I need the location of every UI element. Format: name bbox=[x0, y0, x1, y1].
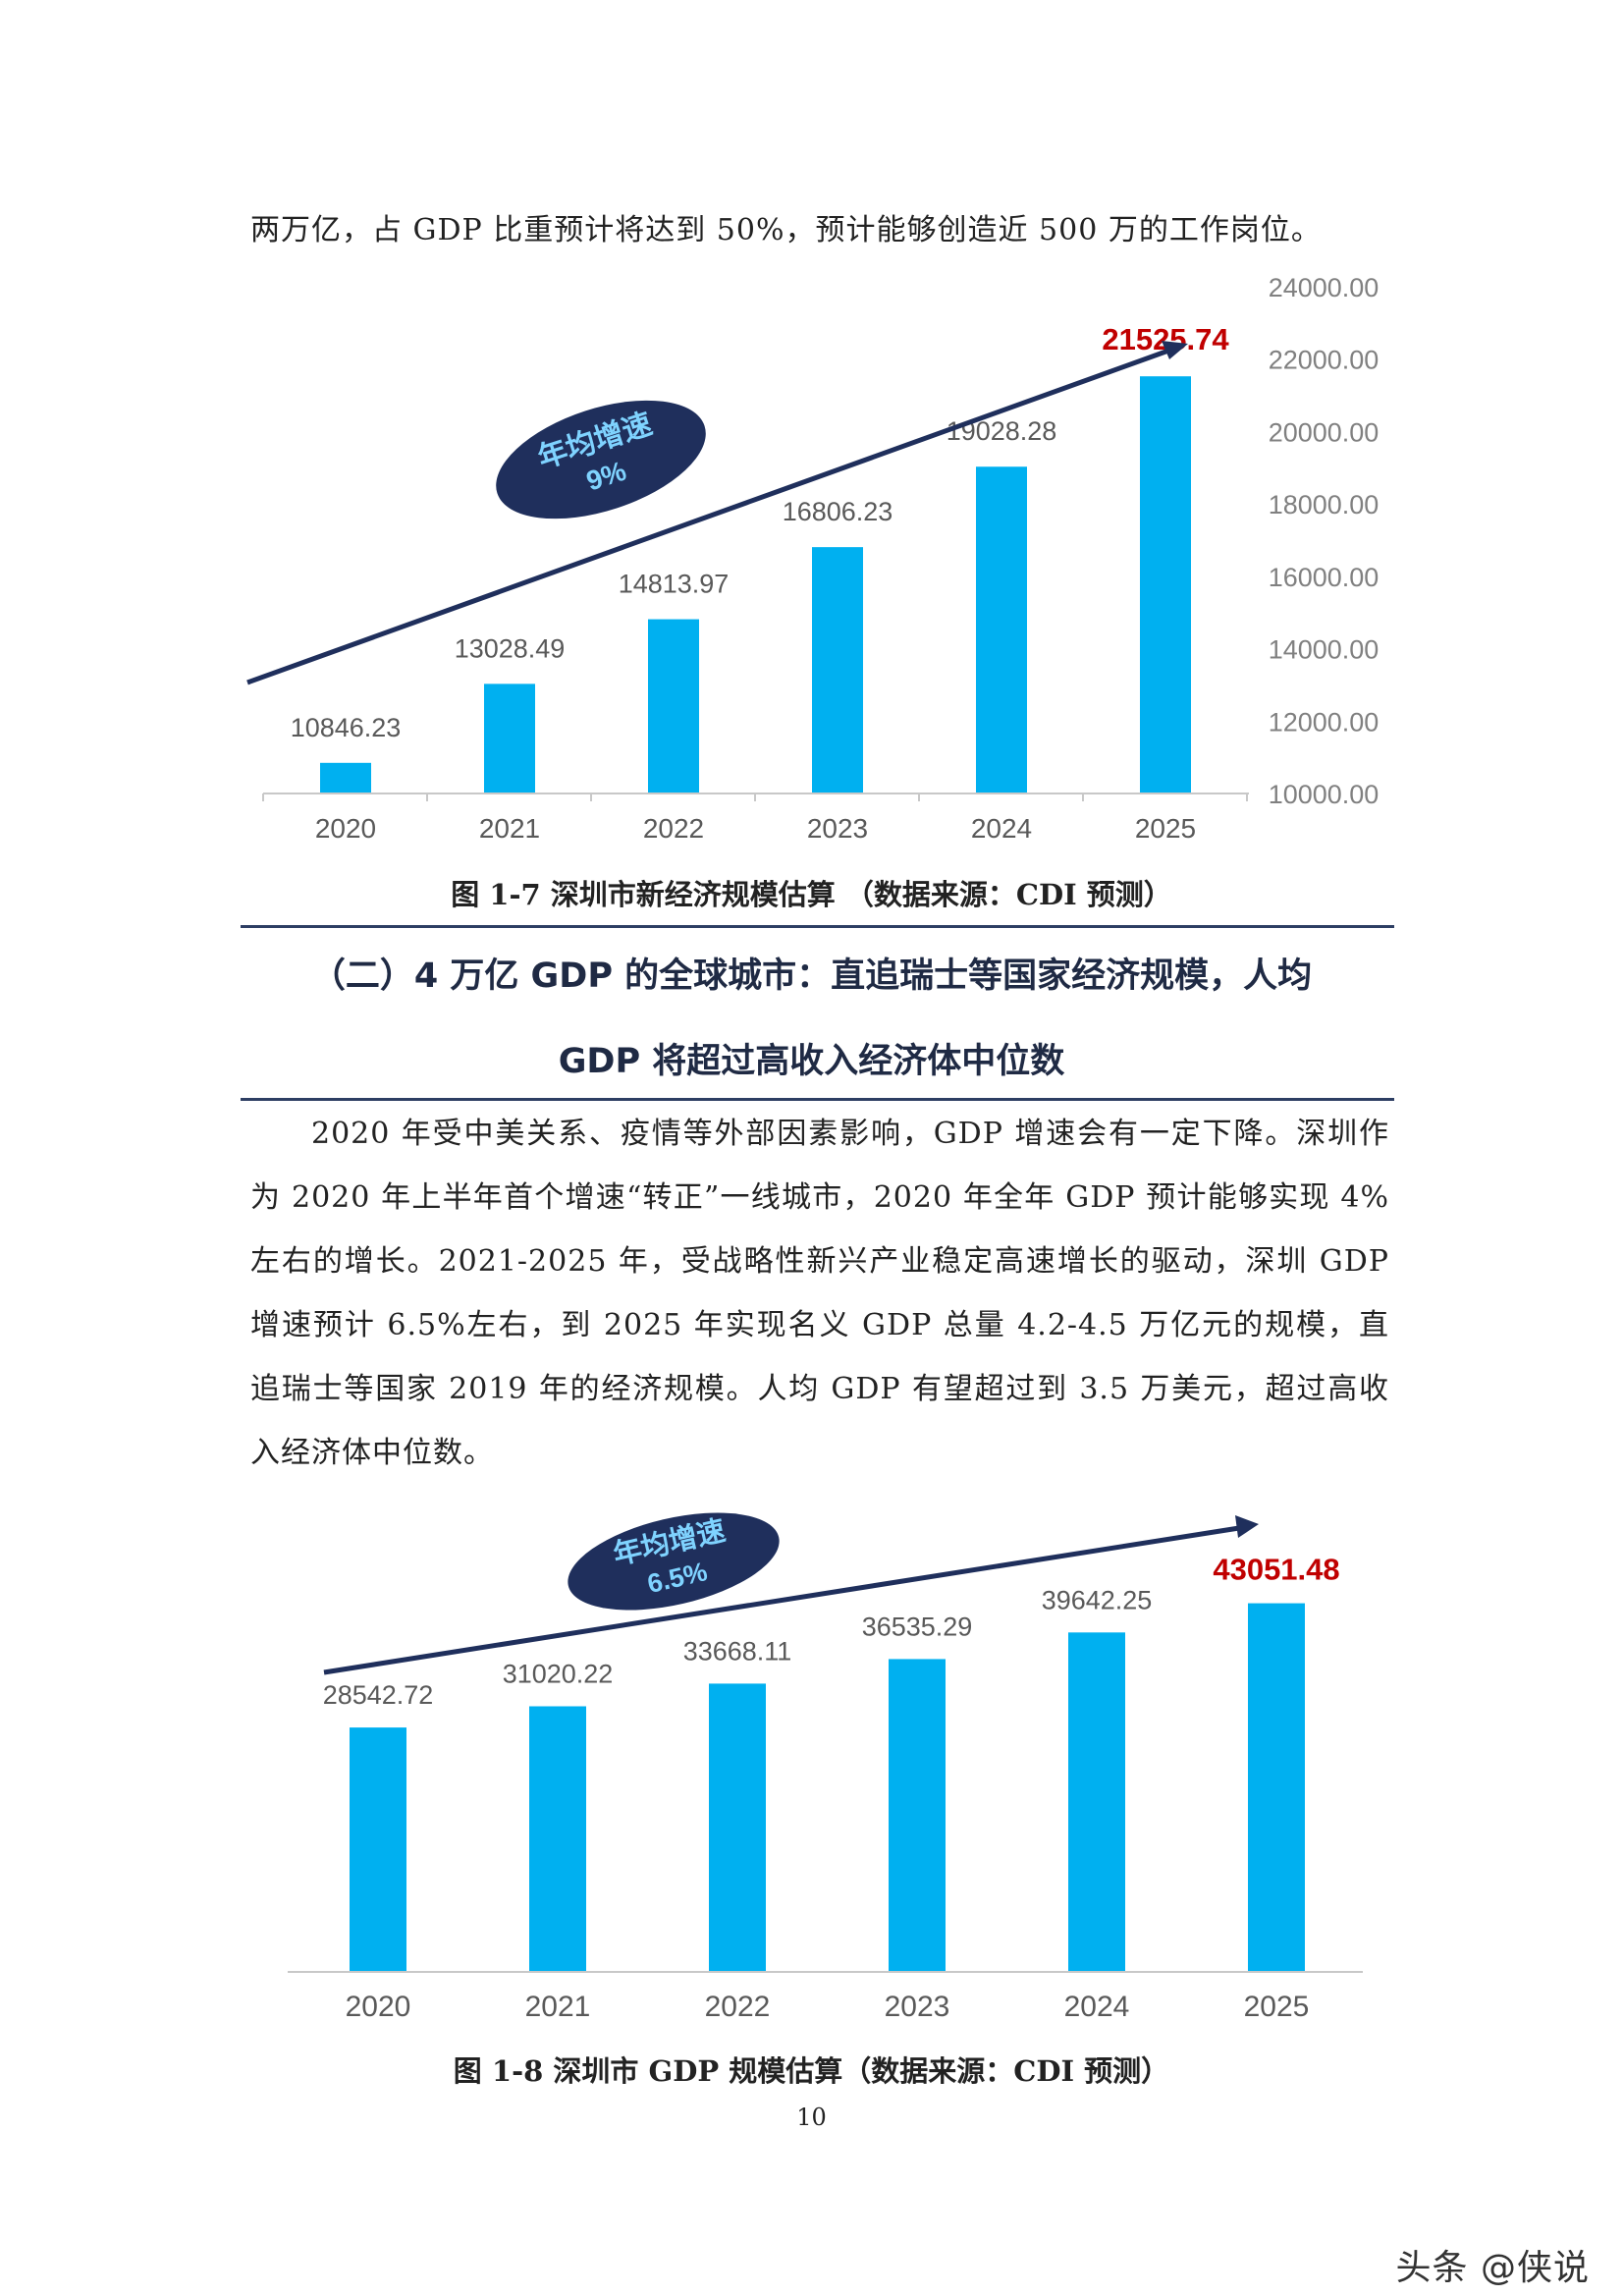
chart1-axis bbox=[262, 793, 1249, 801]
chart1-y-tick-labels: 10000.00 12000.00 14000.00 16000.00 18000.00… bbox=[1269, 273, 1380, 809]
chart1-value-label-2020: 10846.23 bbox=[291, 713, 402, 742]
chart2-bar-2025 bbox=[1248, 1603, 1305, 1972]
chart2-bar-2024 bbox=[1068, 1632, 1125, 1972]
figure-caption-2: 图 1-8 深圳市 GDP 规模估算（数据来源：CDI 预测） bbox=[453, 2054, 1170, 2088]
chart1-bar-2020 bbox=[320, 762, 371, 793]
chart1-y-tick-label: 10000.00 bbox=[1269, 780, 1380, 809]
chart2-category-label-2021: 2021 bbox=[525, 1991, 591, 2023]
chart1-category-label-2023: 2023 bbox=[807, 813, 868, 844]
chart1-value-label-2021: 13028.49 bbox=[455, 633, 566, 663]
chart1-y-tick-label: 20000.00 bbox=[1269, 417, 1380, 447]
chart2-category-label-2023: 2023 bbox=[885, 1991, 950, 2023]
chart1-bar-2022 bbox=[648, 619, 699, 793]
heading-rule-top bbox=[241, 925, 1394, 928]
chart1-y-tick-label: 14000.00 bbox=[1269, 635, 1380, 665]
chart2-value-label-2021: 31020.22 bbox=[503, 1660, 614, 1689]
paragraph-main: 2020 年受中美关系、疫情等外部因素影响，GDP 增速会有一定下降。深圳作为 … bbox=[250, 1117, 1389, 1470]
chart2-bar-2020 bbox=[350, 1727, 406, 1972]
chart2-value-label-2024: 39642.25 bbox=[1042, 1585, 1153, 1614]
growth-badge-1: 年均增速 9% bbox=[496, 400, 706, 519]
chart1-y-tick-label: 12000.00 bbox=[1269, 707, 1380, 737]
chart2-bar-2022 bbox=[709, 1683, 766, 1972]
chart1-category-label-2025: 2025 bbox=[1135, 813, 1196, 844]
growth-badge-2: 年均增速 6.5% bbox=[568, 1512, 780, 1611]
chart1-bar-2024 bbox=[976, 466, 1027, 793]
chart1-bar-2021 bbox=[484, 683, 535, 793]
section-heading-line2: GDP 将超过高收入经济体中位数 bbox=[558, 1042, 1065, 1081]
chart2-category-label-2025: 2025 bbox=[1244, 1991, 1310, 2023]
heading-rule-bottom bbox=[241, 1098, 1394, 1101]
chart1-value-label-2023: 16806.23 bbox=[783, 497, 893, 526]
trend-arrow-2 bbox=[323, 1515, 1259, 1675]
chart2-value-label-2023: 36535.29 bbox=[862, 1612, 973, 1641]
chart1-category-label-2021: 2021 bbox=[479, 813, 540, 844]
chart1-value-label-2022: 14813.97 bbox=[619, 570, 730, 599]
chart1-category-label-2020: 2020 bbox=[315, 813, 376, 844]
chart1-bars bbox=[320, 376, 1191, 793]
chart2-bar-2021 bbox=[529, 1706, 586, 1972]
chart2-bar-2023 bbox=[889, 1659, 946, 1972]
chart2-value-label-2022: 33668.11 bbox=[683, 1636, 792, 1666]
page-number: 10 bbox=[796, 2104, 827, 2131]
chart1-category-labels: 2020 2021 2022 2023 2024 2025 bbox=[315, 813, 1196, 844]
chart-gdp: 28542.72 31020.22 33668.11 36535.29 39642.25… bbox=[288, 1512, 1363, 2023]
chart1-y-tick-label: 18000.00 bbox=[1269, 490, 1380, 519]
chart1-y-tick-label: 22000.00 bbox=[1269, 346, 1380, 375]
chart1-category-label-2024: 2024 bbox=[971, 813, 1032, 844]
chart2-category-labels: 2020 2021 2022 2023 2024 2025 bbox=[346, 1991, 1310, 2023]
chart1-value-labels: 10846.2313028.4914813.9716806.2319028.28… bbox=[291, 322, 1230, 742]
chart2-value-labels: 28542.72 31020.22 33668.11 36535.29 39642.25… bbox=[323, 1553, 1340, 1711]
trend-arrow-1 bbox=[246, 341, 1188, 685]
chart2-value-label-2025: 43051.48 bbox=[1213, 1553, 1339, 1587]
chart2-value-label-2020: 28542.72 bbox=[323, 1680, 434, 1710]
chart-new-economy: 10000.00 12000.00 14000.00 16000.00 18000.00… bbox=[246, 273, 1380, 844]
chart2-bars bbox=[350, 1603, 1305, 1972]
chart1-bar-2023 bbox=[812, 547, 863, 793]
chart1-y-tick-label: 16000.00 bbox=[1269, 563, 1380, 592]
chart1-category-label-2022: 2022 bbox=[643, 813, 704, 844]
section-heading-line1: （二）4 万亿 GDP 的全球城市：直追瑞士等国家经济规模，人均 bbox=[310, 957, 1313, 996]
chart2-category-label-2022: 2022 bbox=[705, 1991, 771, 2023]
chart2-category-label-2024: 2024 bbox=[1064, 1991, 1130, 2023]
figure-caption-1: 图 1-7 深圳市新经济规模估算 （数据来源：CDI 预测） bbox=[451, 878, 1172, 911]
chart2-category-label-2020: 2020 bbox=[346, 1991, 411, 2023]
paragraph-top: 两万亿，占 GDP 比重预计将达到 50%，预计能够创造近 500 万的工作岗位… bbox=[250, 213, 1322, 247]
chart1-bar-2025 bbox=[1140, 376, 1191, 793]
chart1-y-tick-label: 24000.00 bbox=[1269, 273, 1380, 302]
watermark: 头条 @侠说 bbox=[1395, 2248, 1590, 2288]
